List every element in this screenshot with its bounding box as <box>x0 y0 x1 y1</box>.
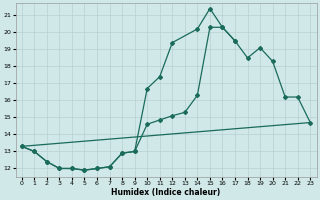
X-axis label: Humidex (Indice chaleur): Humidex (Indice chaleur) <box>111 188 221 197</box>
